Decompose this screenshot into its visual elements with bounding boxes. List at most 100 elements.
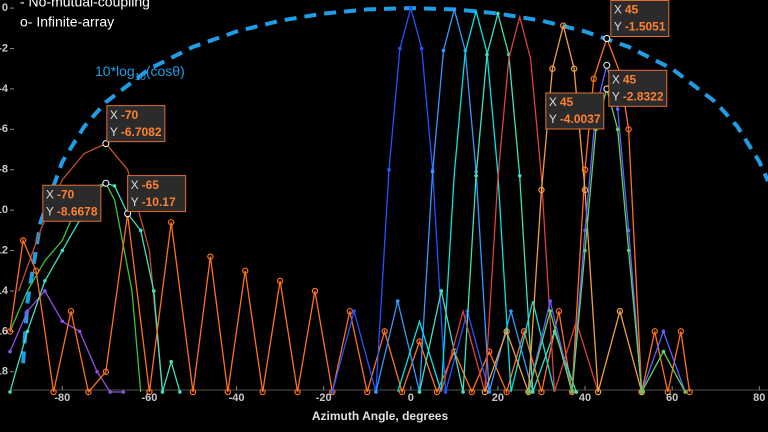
x-tick-label: -80 <box>54 392 70 404</box>
datatip: X 45Y -1.5051 <box>603 0 670 42</box>
series-marker <box>169 359 173 364</box>
datatip-x-key: X <box>549 95 557 109</box>
y-tick-label: -16 <box>0 325 8 337</box>
series-marker <box>160 390 165 394</box>
series-marker <box>485 52 489 57</box>
series-marker <box>121 390 126 394</box>
datatip-y-value: -2.8322 <box>623 89 664 103</box>
datatip-box <box>545 92 605 130</box>
series-marker <box>443 390 448 394</box>
series-marker <box>496 11 500 16</box>
series-marker <box>683 390 688 394</box>
x-tick-label: 60 <box>666 392 678 404</box>
series-marker <box>664 388 672 396</box>
series-marker <box>398 388 406 396</box>
legend-entry: o- Infinite-array <box>20 14 114 30</box>
series-marker <box>207 253 214 260</box>
series-marker <box>581 186 589 194</box>
series-marker <box>549 65 556 72</box>
series-marker <box>259 388 266 396</box>
datatip: X 45Y -2.8322 <box>603 61 668 107</box>
series-marker <box>25 309 30 313</box>
series-marker <box>560 22 567 29</box>
series-line <box>484 25 643 393</box>
series-marker <box>67 307 75 315</box>
annotation-rest: (cosθ) <box>146 63 185 79</box>
series-line <box>9 289 124 393</box>
series-marker <box>381 328 388 335</box>
datatip-y-key: Y <box>614 20 622 34</box>
datatip-y-value: -10.17 <box>142 195 176 209</box>
series-marker <box>615 127 620 132</box>
series-marker <box>441 48 446 53</box>
plot-area <box>6 5 768 396</box>
series-marker <box>364 388 371 396</box>
series-marker <box>538 388 545 396</box>
series-marker <box>242 267 249 274</box>
datatip-point <box>603 61 611 69</box>
series-marker <box>481 388 489 396</box>
series-marker <box>651 328 658 335</box>
series-marker <box>60 319 65 324</box>
series-marker <box>581 166 589 173</box>
datatip-y-key: Y <box>549 112 557 126</box>
y-tick-label: -6 <box>0 123 8 135</box>
datatip-x-key: X <box>614 3 622 17</box>
series-marker <box>8 390 12 394</box>
series-marker <box>661 329 666 334</box>
series-marker <box>626 248 631 253</box>
datatip-x-value: 45 <box>625 3 639 17</box>
datatip-x-value: -70 <box>57 187 75 201</box>
series-marker <box>452 7 457 12</box>
series-line <box>397 8 556 393</box>
y-tick-label: -14 <box>0 285 9 297</box>
series-marker <box>224 388 232 396</box>
series-marker <box>294 388 301 396</box>
series-marker <box>555 307 563 315</box>
series-marker <box>574 390 579 394</box>
datatip-y-value: -8.6678 <box>57 204 98 218</box>
datatip-x-value: 45 <box>623 72 637 86</box>
datatip: X 45Y -4.0037 <box>545 85 611 130</box>
datatip-y-key: Y <box>110 125 118 139</box>
datatip-box <box>610 0 670 37</box>
series-marker <box>661 349 666 354</box>
series-marker <box>626 228 631 233</box>
series-marker <box>417 390 422 394</box>
datatip-box <box>106 105 166 143</box>
datatip-y-key: Y <box>46 204 54 218</box>
series-marker <box>50 388 57 396</box>
datatip-box <box>127 175 187 213</box>
series-marker <box>112 184 117 188</box>
series-marker <box>461 390 465 394</box>
y-tick-label: -8 <box>0 164 8 176</box>
series-marker <box>95 369 99 374</box>
series-marker <box>352 309 356 313</box>
series-marker <box>570 390 574 394</box>
legend-entry: - No-mutual-coupling <box>20 0 150 10</box>
series-marker <box>430 169 435 174</box>
series-marker <box>639 390 644 394</box>
y-tick-label: -12 <box>0 244 8 256</box>
datatip-point <box>603 34 611 42</box>
series-marker <box>398 46 402 51</box>
datatip-x-key: X <box>110 108 118 122</box>
x-tick-label: -40 <box>229 392 245 404</box>
series-marker <box>77 329 82 334</box>
series-marker <box>6 328 14 335</box>
series-marker <box>616 307 624 315</box>
datatip-y-value: -4.0037 <box>560 112 601 126</box>
x-tick-label: -20 <box>316 392 332 404</box>
series-marker <box>311 287 319 295</box>
annotation-sub: 10 <box>135 72 147 83</box>
series-marker <box>374 390 378 394</box>
datatip: X -65Y -10.17 <box>124 175 187 218</box>
series-line <box>18 142 164 393</box>
series-marker <box>387 167 391 172</box>
series-marker <box>548 309 552 313</box>
series-marker <box>395 299 400 303</box>
x-axis-label: Azimuth Angle, degrees <box>312 409 449 423</box>
series-marker <box>503 388 510 396</box>
